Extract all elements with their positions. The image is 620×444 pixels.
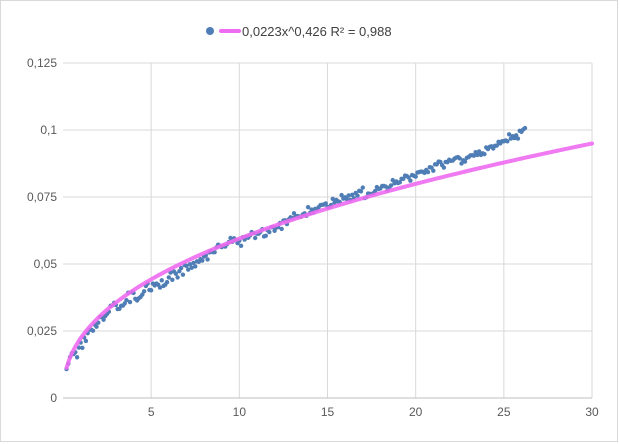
trendline	[64, 141, 594, 370]
data-point	[76, 345, 82, 350]
data-point	[358, 189, 364, 194]
data-point	[122, 301, 127, 306]
data-point	[272, 228, 277, 233]
legend-marker-points	[206, 27, 214, 35]
data-point	[187, 262, 193, 267]
x-tick-label: 10	[233, 405, 247, 419]
data-point	[344, 196, 350, 202]
data-point	[90, 328, 96, 333]
data-point	[94, 324, 99, 329]
data-point	[522, 125, 528, 131]
data-point	[515, 136, 521, 141]
y-tick-label: 0	[50, 391, 57, 405]
data-point	[457, 156, 462, 161]
data-point	[175, 275, 180, 280]
data-point	[305, 204, 311, 210]
data-point	[406, 175, 411, 180]
x-axis-tick-labels: 5 10 15 20 25 30	[148, 405, 599, 419]
y-tick-label: 0,075	[27, 190, 57, 204]
data-point	[441, 165, 447, 170]
data-point	[205, 257, 210, 262]
data-point	[506, 132, 512, 137]
x-tick-label: 20	[409, 405, 423, 419]
data-point	[140, 292, 145, 297]
data-point	[267, 229, 272, 235]
data-point	[459, 161, 464, 166]
data-point	[186, 267, 191, 272]
data-point	[431, 168, 436, 173]
x-tick-label: 25	[497, 405, 511, 419]
data-point	[413, 174, 418, 179]
y-tick-label: 0,05	[34, 257, 58, 271]
data-point	[101, 317, 106, 322]
grid	[63, 62, 593, 398]
data-point	[191, 260, 196, 266]
data-point	[425, 169, 431, 175]
data-point	[170, 277, 175, 283]
x-tick-label: 15	[321, 405, 335, 419]
data-point	[438, 159, 443, 165]
x-tick-label: 5	[148, 405, 155, 419]
data-point	[390, 177, 395, 183]
data-point	[166, 275, 171, 280]
data-point	[397, 180, 402, 185]
data-point	[83, 338, 89, 344]
y-tick-label: 0,025	[27, 324, 57, 338]
legend: 0,0223x^0,426 R² = 0,988	[206, 24, 392, 39]
data-point	[355, 193, 360, 198]
data-point	[513, 133, 519, 138]
data-point	[494, 143, 499, 148]
y-axis-tick-labels: 0 0,025 0,05 0,075 0,1 0,125	[27, 56, 57, 405]
data-point	[349, 192, 355, 198]
data-point	[408, 178, 413, 183]
y-tick-label: 0,125	[27, 56, 57, 70]
data-point	[141, 289, 147, 294]
data-point	[475, 152, 480, 158]
y-tick-label: 0,1	[40, 123, 57, 137]
data-point	[148, 288, 154, 293]
data-point	[180, 272, 186, 277]
data-point	[228, 235, 233, 241]
data-point	[360, 185, 365, 190]
data-point	[238, 243, 244, 248]
data-point	[164, 280, 170, 285]
data-point	[74, 355, 80, 360]
data-points	[64, 125, 528, 372]
data-point	[184, 263, 189, 269]
data-point	[372, 188, 378, 194]
data-point	[127, 299, 133, 305]
data-point	[401, 176, 406, 181]
data-point	[80, 345, 85, 351]
data-point	[189, 265, 194, 270]
data-point	[330, 196, 335, 202]
data-point	[323, 201, 328, 206]
x-tick-label: 30	[585, 405, 599, 419]
data-point	[157, 285, 163, 290]
data-point	[429, 165, 434, 170]
data-point	[193, 264, 198, 269]
data-point	[383, 184, 388, 189]
data-point	[200, 258, 205, 263]
data-point	[505, 139, 510, 144]
data-point	[279, 226, 284, 232]
data-point	[476, 149, 482, 154]
data-point	[124, 297, 129, 303]
legend-label: 0,0223x^0,426 R² = 0,988	[242, 24, 392, 39]
data-point	[482, 151, 487, 157]
data-point	[178, 265, 184, 271]
data-point	[388, 183, 394, 188]
data-point	[159, 278, 164, 283]
data-point	[253, 235, 258, 241]
data-point	[339, 192, 344, 198]
data-point	[263, 233, 268, 239]
data-point	[177, 269, 182, 274]
data-point	[462, 159, 468, 164]
data-point	[471, 153, 477, 158]
data-point	[346, 193, 351, 198]
data-point	[173, 271, 179, 276]
